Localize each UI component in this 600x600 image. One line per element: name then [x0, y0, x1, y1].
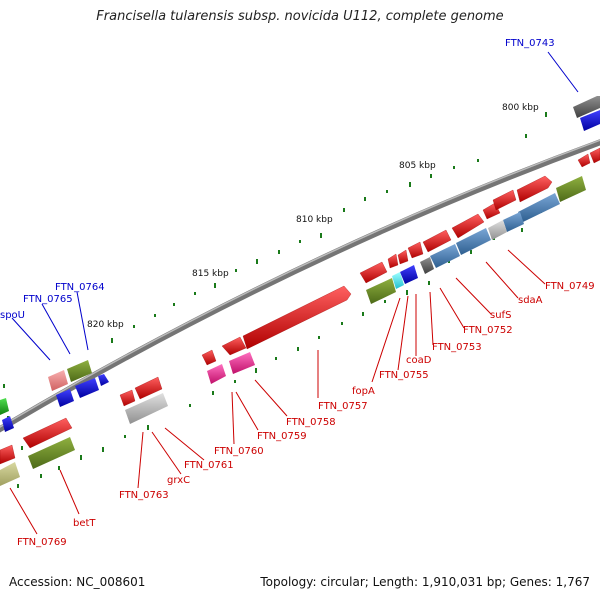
gene-labels-blue: FTN_0743 FTN_0764 FTN_0765 spoU — [0, 38, 555, 321]
olive-gene — [67, 360, 92, 382]
pink-gene — [207, 364, 226, 384]
gene-label: betT — [73, 518, 96, 529]
gene-arrow — [451, 213, 485, 239]
gene-arrow — [134, 376, 163, 400]
gene-arrow — [0, 444, 16, 465]
gene-label: FTN_0769 — [17, 537, 67, 548]
gene-arrow — [422, 229, 452, 253]
gene-label: spoU — [0, 310, 25, 321]
olive-gene — [28, 437, 75, 469]
gene-label: FTN_0761 — [184, 460, 234, 471]
pink-gene — [229, 352, 255, 374]
blue-gene — [56, 389, 74, 407]
gene-arrow — [589, 147, 600, 164]
gene-label: fopA — [352, 386, 375, 397]
tick-label: 820 kbp — [87, 320, 124, 330]
genome-backbone — [0, 139, 600, 433]
olive-gene — [556, 176, 586, 202]
blue-gene — [580, 110, 600, 131]
gene-label: FTN_0757 — [318, 401, 368, 412]
gene-label: FTN_0753 — [432, 342, 482, 353]
inner-genes — [0, 176, 586, 486]
gene-arrow — [387, 253, 399, 269]
grey-gene — [573, 96, 600, 118]
gene-label: FTN_0760 — [214, 446, 264, 457]
gene-arrow — [221, 336, 247, 356]
gene-label: FTN_0743 — [505, 38, 555, 49]
steel-gene — [503, 212, 524, 232]
gene-label: FTN_0765 — [23, 294, 73, 305]
steel-gene — [430, 244, 460, 268]
tick-label: 810 kbp — [296, 215, 333, 225]
dark-grey-gene — [420, 257, 434, 274]
leader-lines-blue — [11, 51, 579, 361]
gc-track-outer — [111, 112, 597, 343]
gene-arrow — [407, 241, 424, 259]
cyan-gene — [392, 272, 404, 289]
gene-arrow — [119, 389, 136, 407]
gene-label: FTN_0749 — [545, 281, 595, 292]
tick-labels: 800 kbp 805 kbp 810 kbp 815 kbp 820 kbp — [87, 103, 539, 330]
tick-label: 805 kbp — [399, 161, 436, 171]
accession-text: Accession: NC_008601 — [9, 575, 146, 589]
gene-label: coaD — [406, 355, 432, 366]
topology-text: Topology: circular; Length: 1,910,031 bp… — [260, 575, 590, 589]
gene-labels-red: FTN_0749 sdaA sufS FTN_0752 FTN_0753 coa… — [17, 281, 595, 548]
green-gene — [0, 398, 9, 415]
steel-gene — [518, 193, 560, 222]
gene-label: sdaA — [518, 295, 543, 306]
gene-label: FTN_0764 — [55, 282, 105, 293]
genome-backbone-highlight — [0, 139, 600, 428]
gene-label: grxC — [167, 475, 190, 486]
gene-arrow — [577, 153, 591, 168]
leader-lines-red — [9, 249, 546, 535]
grey-gene — [488, 220, 507, 240]
tick-label: 800 kbp — [502, 103, 539, 113]
blue-gene — [400, 265, 418, 284]
gene-arrow — [516, 175, 553, 203]
gene-arrow — [359, 261, 388, 284]
gene-arrow — [242, 285, 352, 350]
left-genes — [0, 360, 109, 432]
gene-label: FTN_0763 — [119, 490, 169, 501]
gene-label: FTN_0755 — [379, 370, 429, 381]
gene-arrow — [201, 349, 217, 366]
khaki-gene — [0, 462, 20, 486]
gene-label: sufS — [490, 310, 511, 321]
olive-gene — [366, 278, 396, 304]
forward-genes — [0, 147, 600, 465]
blue-gene — [98, 374, 109, 386]
gene-label: FTN_0752 — [463, 325, 513, 336]
top-right-genes — [573, 96, 600, 131]
gene-arrow — [492, 189, 517, 211]
blue-gene — [2, 416, 14, 432]
grey-gene — [125, 393, 168, 424]
salmon-gene — [48, 370, 68, 391]
blue-gene — [75, 378, 99, 398]
tick-label: 815 kbp — [192, 269, 229, 279]
gene-label: FTN_0758 — [286, 417, 336, 428]
map-title: Francisella tularensis subsp. novicida U… — [96, 9, 504, 24]
steel-gene — [456, 228, 491, 255]
gene-arrow — [397, 249, 409, 265]
gene-label: FTN_0759 — [257, 431, 307, 442]
gene-arrow — [22, 417, 73, 449]
